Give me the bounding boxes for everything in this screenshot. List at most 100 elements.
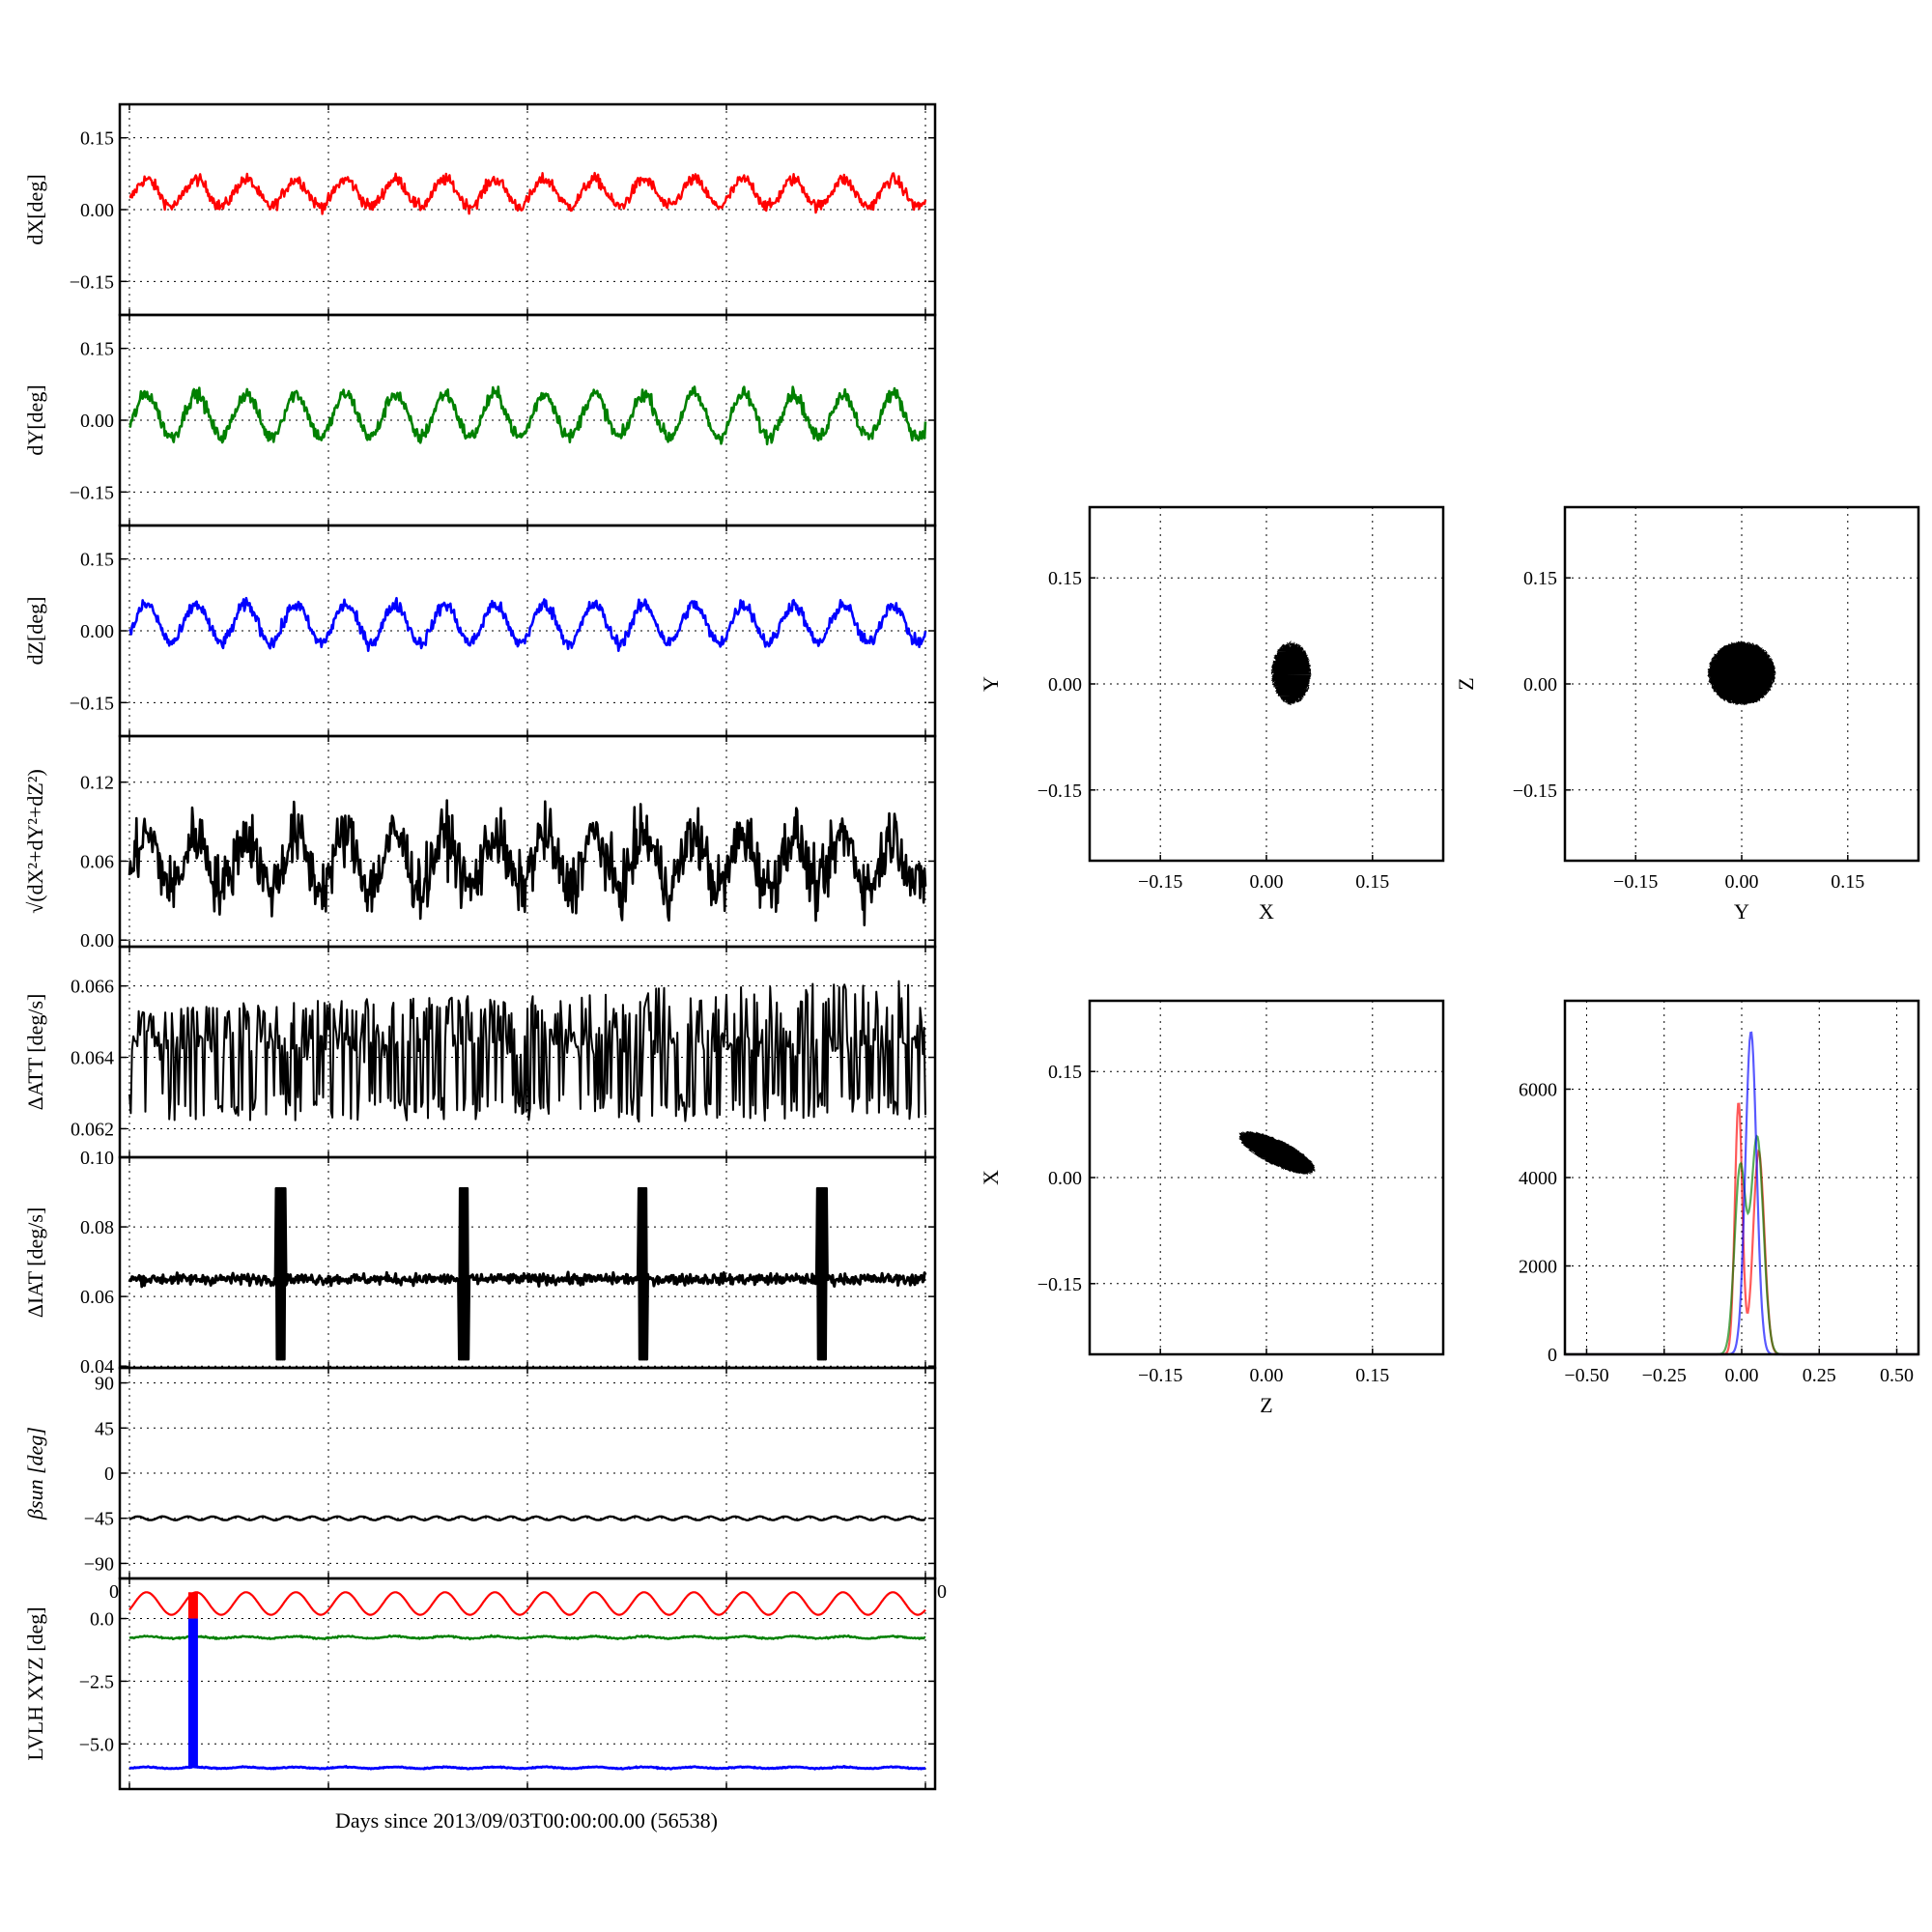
axes-frame (1563, 999, 1920, 1356)
scatter-trace-zx (1238, 1130, 1316, 1176)
panel-dy: −0.15 0.00 0.15 dY[deg] (23, 313, 937, 527)
ylabel-zx: X (979, 1170, 1003, 1185)
ytick-label: −90 (84, 1553, 114, 1575)
panel-hist: −0.50 −0.25 0.00 0.25 0.50 0 2000 4000 6000 (1519, 999, 1920, 1386)
ytick-label: 0.15 (1048, 1062, 1082, 1083)
ytick-label: 0 (104, 1463, 114, 1485)
ytick-label: 0.064 (71, 1048, 114, 1069)
panel-yz: −0.15 0.00 0.15 −0.15 0.00 0.15 Y Z (1454, 505, 1920, 923)
ytick-label: 0.15 (1523, 568, 1557, 589)
ytick-label: 0.15 (80, 550, 114, 571)
panel-lvlh: −5.0 −2.5 0.0 LVLH XYZ [deg] (23, 1577, 937, 1791)
ytick-label: 0.00 (1523, 674, 1557, 696)
ytick-label: −45 (84, 1509, 114, 1530)
ytick-label: −5.0 (79, 1734, 114, 1755)
series-line-lvlh-1 (128, 1634, 926, 1641)
xtick-label: 0.00 (1725, 1365, 1759, 1386)
series-line-dz-0 (128, 596, 927, 652)
ylabel-dz: dZ[deg] (23, 597, 47, 666)
xtick-label: 0.25 (1803, 1365, 1836, 1386)
xtick-label: −0.15 (1613, 871, 1658, 893)
ytick-label: 0.00 (80, 930, 114, 952)
series-line-beta-0 (128, 1515, 926, 1521)
axes-frame (1563, 505, 1920, 863)
ytick-label: 6000 (1519, 1080, 1557, 1101)
ytick-label: 0.00 (80, 621, 114, 642)
ylabel-yz: Z (1454, 677, 1478, 690)
ylabel-diat: ΔIAT [deg/s] (23, 1208, 47, 1319)
ylabel-beta: βsun [deg] (23, 1427, 47, 1520)
series-line-dx-0 (128, 171, 927, 215)
ytick-label: 0.12 (80, 773, 114, 794)
ytick-label: 0 (1548, 1345, 1557, 1366)
xtick-label: 0.15 (1355, 1365, 1389, 1386)
xlabel-zx: Z (1260, 1393, 1272, 1417)
stray-tick-left: 0 (109, 1581, 119, 1603)
panel-datt: 0.062 0.064 0.066 ΔATT [deg/s] (23, 945, 937, 1159)
ytick-label: 0.15 (80, 128, 114, 150)
ytick-label: 45 (95, 1418, 114, 1439)
ytick-label: 0.00 (1048, 1168, 1082, 1189)
ytick-label: −0.15 (70, 271, 114, 293)
axes-frame (118, 1577, 937, 1791)
xlabel-yz: Y (1734, 899, 1749, 923)
series-line-datt-0 (128, 980, 926, 1123)
series-line-lvlh-2 (128, 1765, 926, 1771)
ytick-label: 0.00 (80, 411, 114, 432)
ytick-label: −0.15 (1513, 781, 1557, 802)
xlabel-xy: X (1259, 899, 1274, 923)
ylabel-xy: Y (979, 676, 1003, 692)
panel-xy: −0.15 0.00 0.15 −0.15 0.00 0.15 X Y (979, 505, 1445, 923)
scatter-trace-yz (1707, 639, 1776, 706)
ytick-label: 0.066 (71, 977, 114, 998)
ytick-label: −0.15 (1037, 781, 1082, 802)
annotation-bar-1 (187, 1618, 198, 1768)
ylabel-dx: dX[deg] (23, 174, 47, 244)
figure-xlabel: Days since 2013/09/03T00:00:00.00 (56538… (335, 1808, 718, 1833)
ytick-label: 0.04 (80, 1356, 114, 1378)
panel-dz: −0.15 0.00 0.15 dZ[deg] (23, 524, 937, 738)
ytick-label: 0.10 (80, 1148, 114, 1169)
xtick-label: −0.15 (1138, 871, 1182, 893)
ytick-label: 0.00 (1048, 674, 1082, 696)
ytick-label: −2.5 (79, 1671, 114, 1692)
ytick-label: 0.06 (80, 851, 114, 872)
xtick-label: 0.00 (1250, 871, 1284, 893)
panel-beta: −90 −45 0 45 90 βsun [deg] (23, 1366, 937, 1580)
series-line-lvlh-0 (128, 1591, 926, 1616)
ytick-label: −0.15 (1037, 1274, 1082, 1295)
ytick-label: 0.08 (80, 1217, 114, 1238)
ytick-label: 0.0 (90, 1609, 114, 1631)
series-line-diat-0 (128, 1186, 927, 1361)
xtick-label: 0.00 (1725, 871, 1759, 893)
ytick-label: 90 (95, 1374, 114, 1395)
xtick-label: 0.00 (1250, 1365, 1284, 1386)
annotation-bar-0 (187, 1592, 198, 1619)
ylabel-datt: ΔATT [deg/s] (23, 994, 47, 1111)
ytick-label: 2000 (1519, 1257, 1557, 1278)
ytick-label: 4000 (1519, 1168, 1557, 1189)
ylabel-dy: dY[deg] (23, 384, 47, 455)
panel-diat: 0.04 0.06 0.08 0.10 ΔIAT [deg/s] (23, 1148, 937, 1378)
panel-mag: 0.00 0.06 0.12 √(dX²+dY²+dZ²) (23, 734, 937, 952)
axes-frame (118, 1155, 937, 1370)
ytick-label: 0.062 (71, 1119, 114, 1140)
panel-dx: −0.15 0.00 0.15 dX[deg] (23, 102, 937, 317)
ytick-label: −0.15 (70, 693, 114, 714)
ytick-label: 0.15 (80, 339, 114, 360)
ylabel-mag: √(dX²+dY²+dZ²) (23, 769, 47, 914)
panels-layer: −0.150.000.15dX[deg]−0.150.000.15dY[deg]… (23, 102, 1920, 1791)
scatter-trace-xy (1270, 639, 1312, 706)
ylabel-lvlh: LVLH XYZ [deg] (23, 1606, 47, 1760)
xtick-label: 0.15 (1831, 871, 1864, 893)
xtick-label: 0.50 (1880, 1365, 1914, 1386)
ytick-label: 0.06 (80, 1287, 114, 1308)
series-line-dy-0 (128, 385, 927, 446)
stray-tick-right: 0 (937, 1581, 947, 1603)
xtick-label: −0.50 (1564, 1365, 1608, 1386)
ytick-label: 0.15 (1048, 568, 1082, 589)
panel-zx: −0.15 0.00 0.15 −0.15 0.00 0.15 Z X (979, 999, 1445, 1417)
series-line-mag-0 (128, 799, 927, 926)
xtick-label: −0.15 (1138, 1365, 1182, 1386)
